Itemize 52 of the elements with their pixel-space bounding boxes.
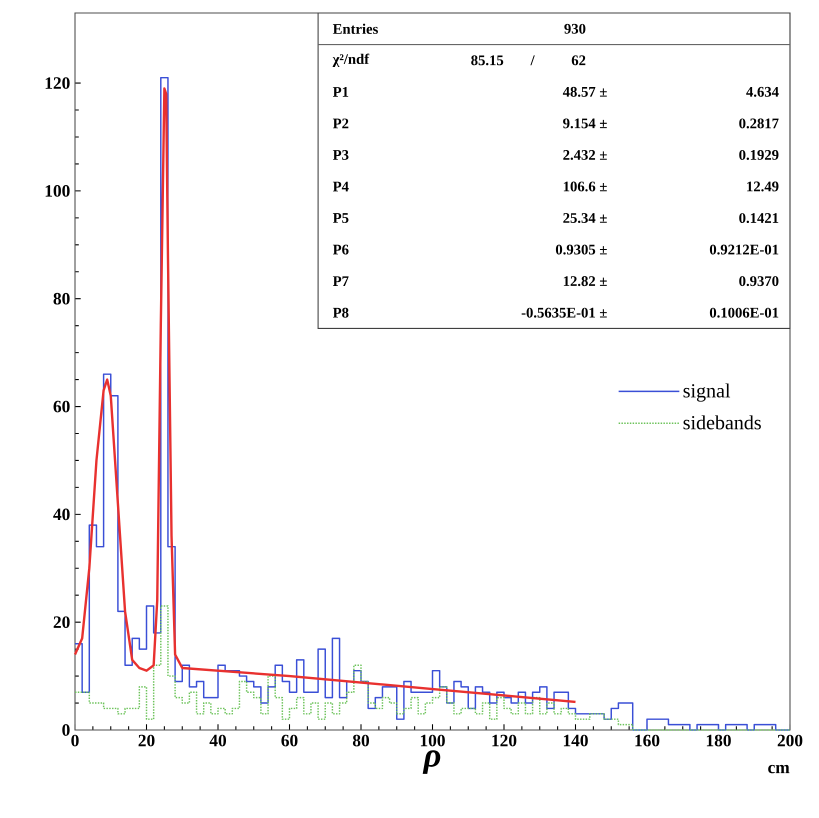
- x-tick-label: 20: [138, 734, 155, 746]
- x-axis-title: ρ: [422, 750, 440, 774]
- annotation: 85.15: [471, 55, 504, 66]
- annotation: /: [530, 55, 535, 66]
- annotation: χ²/ndf: [332, 54, 370, 68]
- x-tick-label: 180: [706, 734, 731, 746]
- annotation: 48.57 ±: [562, 86, 607, 97]
- y-tick-label: 80: [54, 292, 70, 305]
- annotation: 9.154 ±: [563, 118, 607, 128]
- y-tick-label: 0: [62, 724, 70, 736]
- x-tick-label: 0: [71, 734, 79, 746]
- x-tick-label: 120: [492, 734, 516, 746]
- annotation: 2.432 ±: [563, 150, 607, 160]
- annotation: 0.9212E-01: [710, 244, 778, 255]
- annotation: P4: [332, 182, 349, 192]
- annotation: 0.1421: [739, 213, 778, 224]
- x-tick-label: 160: [635, 734, 660, 746]
- annotation: P6: [332, 244, 349, 255]
- x-tick-label: 100: [420, 734, 445, 746]
- text: cm: [768, 764, 790, 774]
- y-tick-label: 20: [54, 616, 70, 628]
- legend-label: signal: [684, 383, 730, 402]
- annotation: 12.82 ±: [564, 276, 607, 286]
- annotation: 0.9370: [739, 276, 778, 286]
- x-tick-label: 140: [564, 734, 588, 746]
- annotation: 930: [564, 24, 586, 34]
- y-tick-label: 40: [53, 508, 70, 520]
- x-tick-label: 60: [281, 734, 298, 746]
- annotation: P8: [332, 308, 348, 318]
- annotation: 106.6 ±: [564, 182, 607, 192]
- annotation: P5: [332, 213, 348, 223]
- legend-label: sidebands: [684, 415, 761, 430]
- y-tick-label: 120: [46, 77, 70, 89]
- x-tick-label: 40: [210, 734, 226, 746]
- annotation: P3: [332, 150, 348, 160]
- x-tick-label: 80: [352, 734, 370, 746]
- annotation: 0.9305 ±: [556, 244, 607, 255]
- annotation: Entries: [332, 24, 378, 34]
- annotation: 0.1929: [739, 150, 778, 160]
- annotation: P2: [332, 118, 348, 128]
- annotation: 0.1006E-01: [710, 308, 778, 318]
- annotation: P1: [332, 87, 348, 97]
- x-tick-label: 200: [778, 734, 802, 746]
- annotation: -0.5635E-01 ±: [522, 308, 607, 318]
- y-tick-label: 60: [54, 400, 70, 412]
- annotation: 62: [572, 55, 586, 66]
- annotation: 4.634: [746, 86, 779, 97]
- annotation: 12.49: [747, 182, 778, 192]
- annotation: P7: [332, 276, 349, 286]
- annotation: 0.2817: [739, 118, 779, 128]
- y-tick-label: 100: [46, 185, 70, 197]
- annotation: 25.34 ±: [563, 213, 607, 224]
